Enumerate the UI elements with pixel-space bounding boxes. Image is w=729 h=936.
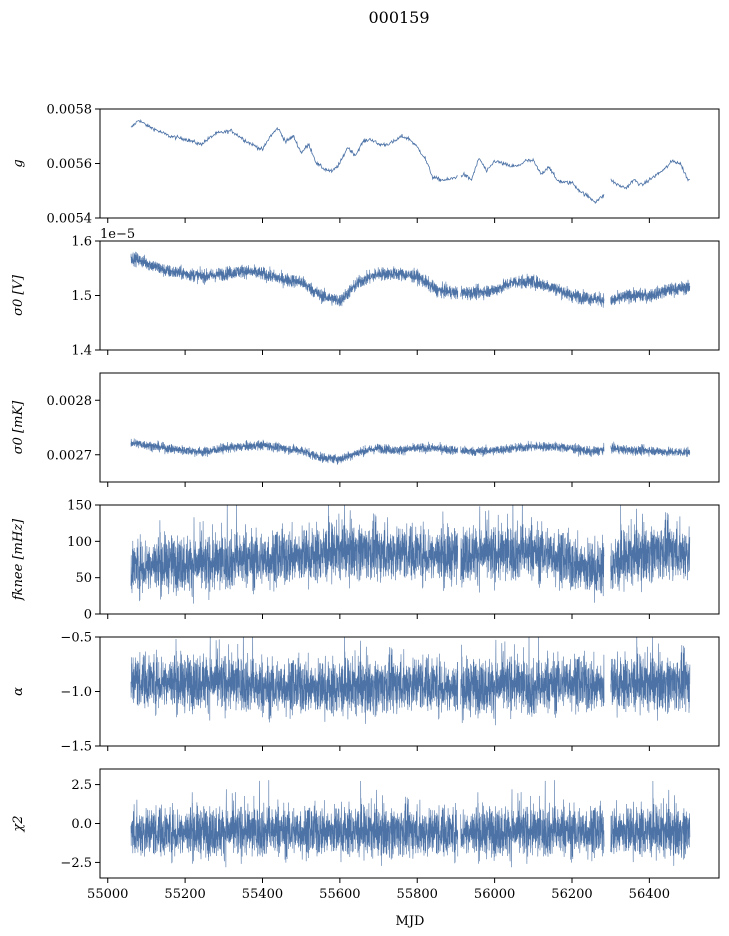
y-axis-label: g [11,159,26,167]
panel-2: 1.4 1.5 1.6 1e−5 σ0 [V] [11,227,720,359]
y-tick-label: 100 [67,535,92,550]
y-axis-label: σ0 [V] [11,274,26,316]
x-tick-label: 56400 [629,887,670,902]
y-tick-label: 0.0 [71,817,92,832]
series-line [130,505,691,604]
y-tick-label: 0.0054 [47,212,93,227]
x-tick-label: 55600 [319,887,360,902]
figure-title: 000159 [368,8,429,27]
x-axis-label: MJD [396,914,425,929]
y-tick-label: 1.4 [71,344,92,359]
y-tick-label: 0.0058 [47,103,93,118]
x-tick-label: 55800 [397,887,438,902]
panel-1: 0.0054 0.0056 0.0058 g [11,103,720,227]
y-tick-label: 150 [67,499,92,514]
x-tick-label: 55400 [242,887,283,902]
series-line [130,438,691,465]
x-tick-label: 55200 [164,887,205,902]
axes-frame [99,108,720,219]
offset-text: 1e−5 [100,227,135,242]
y-tick-label: 1.5 [71,289,92,304]
y-tick-label: −0.5 [60,631,92,646]
y-axis-label: α [11,687,26,696]
x-tick-label: 55000 [87,887,128,902]
series-line [130,119,690,205]
panel-6: −2.5 0.0 2.5 55000 55200 55400 55600 55800 56000… [11,768,720,902]
y-axis-label: fknee [mHz] [11,518,26,601]
axes-frame [99,504,720,615]
y-tick-label: 2.5 [71,778,92,793]
panel-5: −1.5 −1.0 −0.5 α [11,631,720,755]
y-tick-label: 0.0056 [47,157,93,172]
y-tick-label: 0.0027 [47,448,93,463]
y-tick-label: 1.6 [71,235,92,250]
panel-4: 0 50 100 150 fknee [mHz] [11,499,720,623]
series-line [130,637,691,726]
y-tick-label: −1.5 [60,740,92,755]
y-tick-label: 0.0028 [47,394,93,409]
y-axis-label: χ2 [11,815,26,832]
y-axis-label: σ0 [mK] [11,400,26,454]
x-tick-label: 56200 [551,887,592,902]
y-tick-label: 50 [75,571,92,586]
series-line [130,780,691,868]
y-tick-label: 0 [84,608,92,623]
y-tick-label: −1.0 [60,685,92,700]
x-tick-label: 56000 [474,887,515,902]
y-tick-label: −2.5 [60,856,92,871]
series-line [130,251,691,308]
panel-3: 0.0027 0.0028 σ0 [mK] [11,372,720,487]
axes-frame [99,372,720,483]
